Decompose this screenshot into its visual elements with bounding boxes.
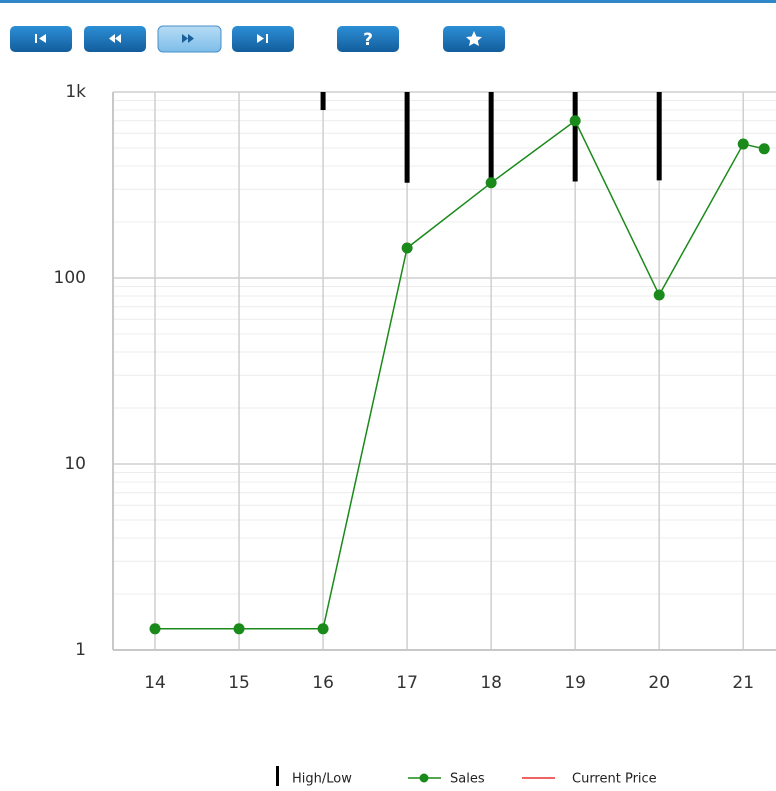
x-tick-label: 19 [564,673,586,693]
legend-marker [419,773,429,783]
last-button[interactable] [232,26,294,52]
help-label: ? [363,30,373,50]
legend: High/Low Sales Current Price [276,766,657,787]
first-button[interactable] [10,26,72,52]
x-tick-label: 18 [480,673,502,693]
sales-point [317,623,329,635]
toolbar: ? [10,25,505,53]
sales-point [401,242,413,254]
x-tick-label: 15 [228,673,250,693]
y-tick-label: 100 [54,268,86,288]
y-tick-label: 10 [64,454,86,474]
help-button[interactable]: ? [337,26,399,52]
x-tick-label: 16 [312,673,334,693]
top-bar [0,0,776,3]
legend-label: Current Price [572,772,657,787]
x-tick-label: 20 [648,673,670,693]
back-button[interactable] [84,26,146,52]
favorite-button[interactable] [443,26,505,52]
sales-point [149,623,161,635]
sales-point [758,143,770,155]
y-tick-label: 1k [65,82,86,102]
sales-point [569,115,581,127]
legend-swatch [276,766,279,786]
forward-button[interactable] [157,25,222,53]
x-tick-label: 17 [396,673,418,693]
legend-label: High/Low [292,772,352,787]
legend-label: Sales [450,772,485,787]
plot: 1 10 100 1k 14 15 16 17 18 19 20 21 [54,82,776,693]
x-tick-label: 14 [144,673,166,693]
sales-point [485,177,497,189]
series-area [149,92,770,635]
x-tick-label: 21 [732,673,754,693]
sales-point [737,138,749,150]
sales-point [653,289,665,301]
y-tick-label: 1 [75,640,86,660]
sales-point [233,623,245,635]
